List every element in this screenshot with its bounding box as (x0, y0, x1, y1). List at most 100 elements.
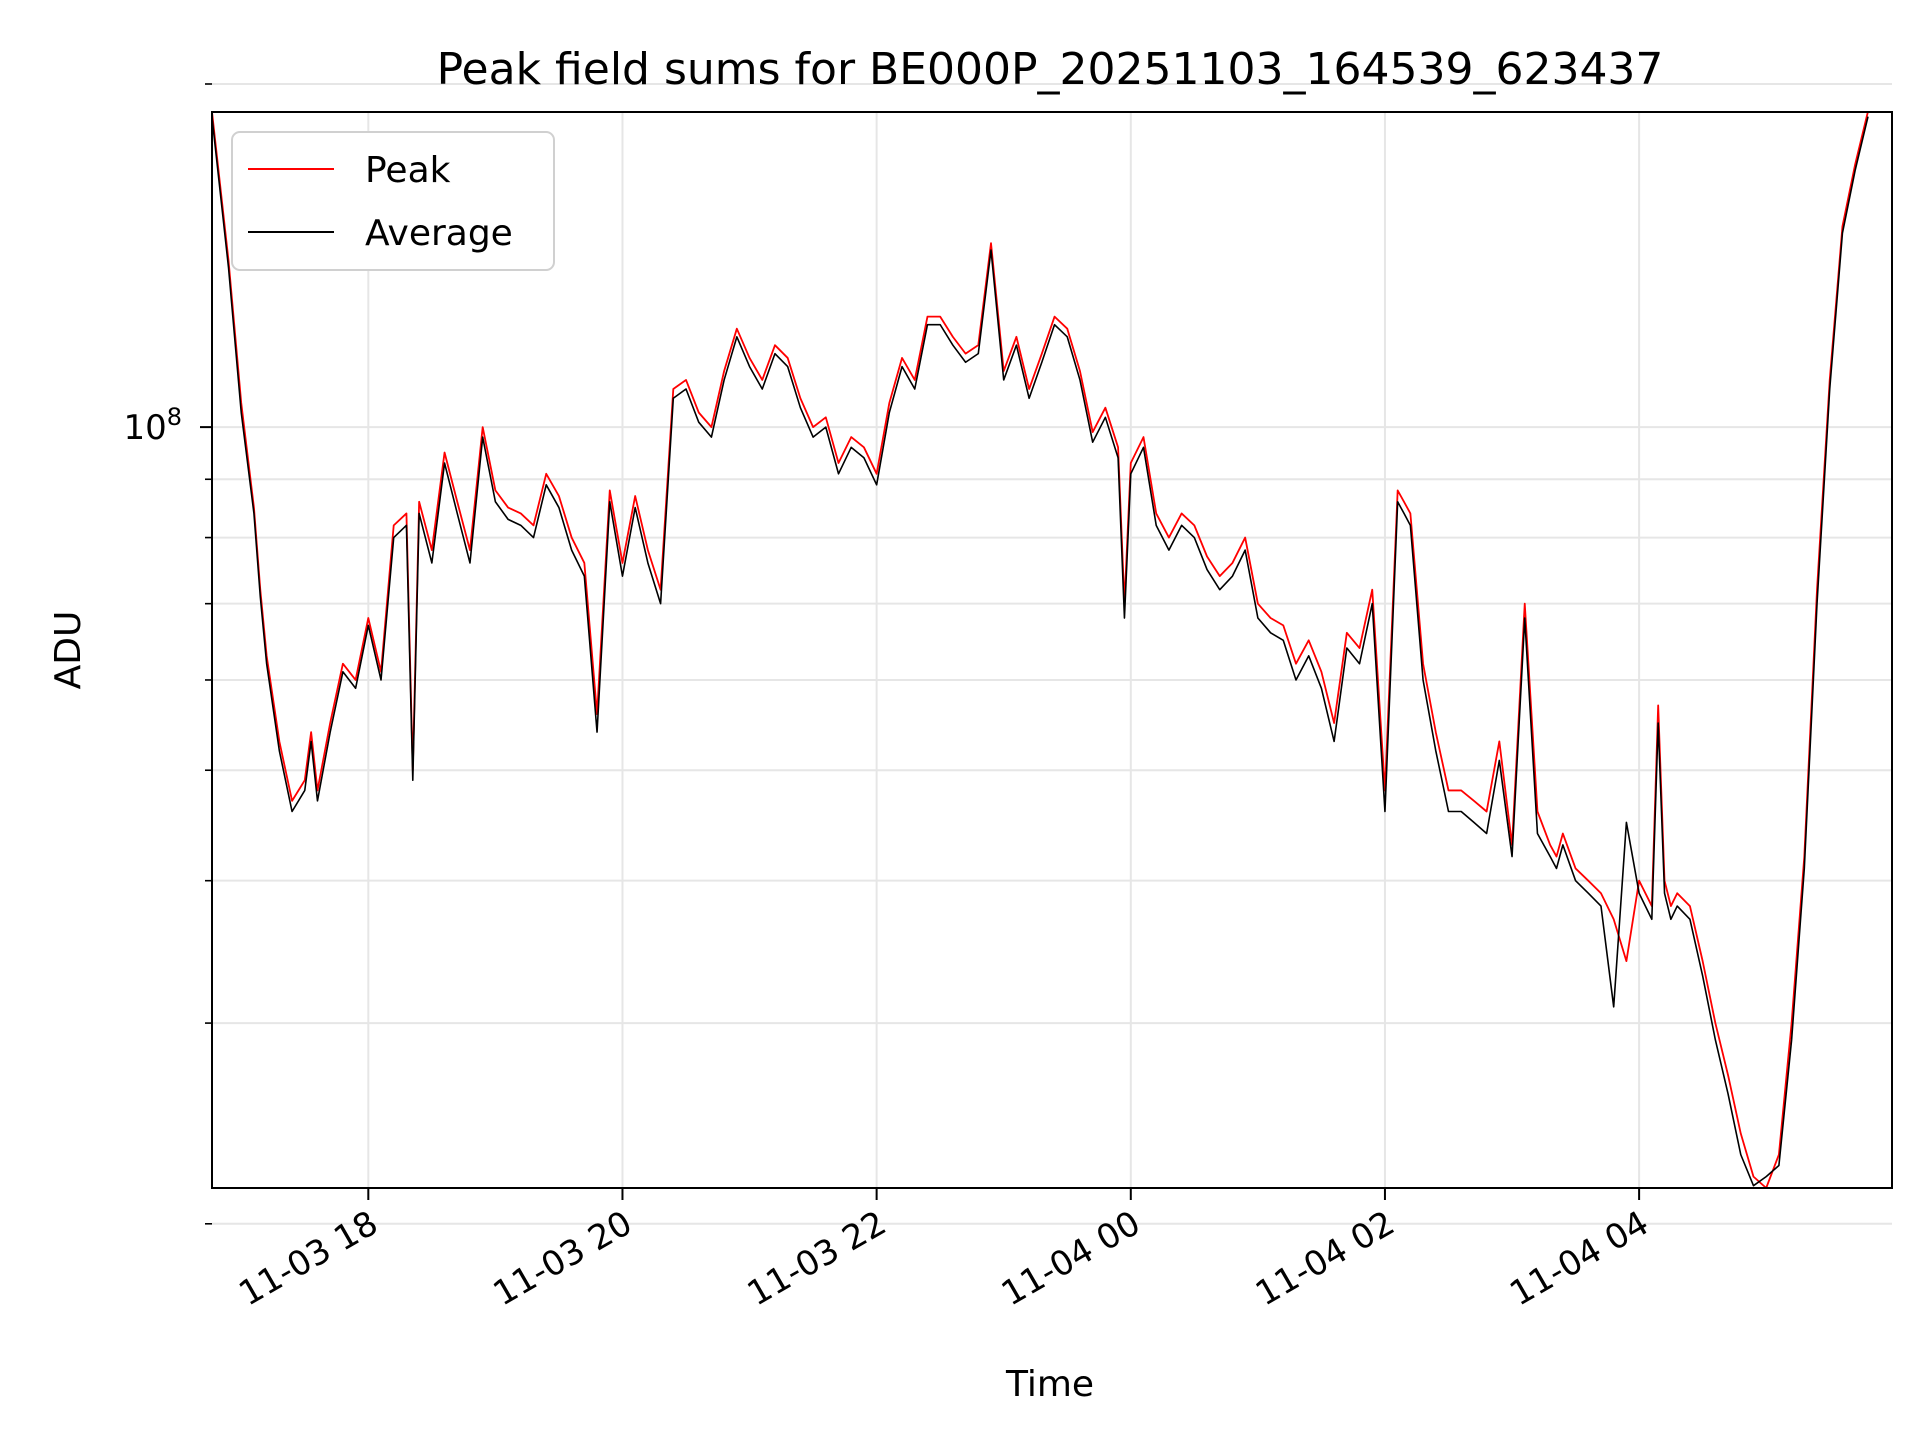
series-point-average-89 (1295, 679, 1297, 681)
series-point-average-48 (787, 366, 789, 368)
series-point-peak-94 (1359, 647, 1361, 649)
series-point-average-68 (1041, 361, 1043, 363)
series-point-peak-30 (558, 495, 560, 497)
series-point-average-32 (583, 575, 585, 577)
series-point-peak-39 (672, 388, 674, 390)
legend-box (231, 131, 555, 271)
series-point-peak-77 (1143, 436, 1145, 438)
series-point-peak-76 (1130, 462, 1132, 464)
series-point-average-125 (1702, 975, 1704, 977)
series-point-peak-31 (571, 537, 573, 539)
series-point-average-73 (1104, 416, 1106, 418)
series-point-average-70 (1066, 336, 1068, 338)
series-point-peak-97 (1397, 489, 1399, 491)
series-point-peak-20 (431, 549, 433, 551)
series-point-peak-68 (1041, 353, 1043, 355)
series-point-peak-116 (1613, 918, 1615, 920)
series-point-peak-44 (736, 328, 738, 330)
series-point-average-104 (1473, 821, 1475, 823)
series-point-peak-62 (965, 353, 967, 355)
series-point-peak-129 (1753, 1176, 1755, 1178)
series-point-average-130 (1765, 1176, 1767, 1178)
series-point-peak-118 (1638, 880, 1640, 882)
series-point-average-112 (1562, 844, 1564, 846)
series-point-average-103 (1460, 811, 1462, 813)
series-point-average-50 (812, 436, 814, 438)
series-point-peak-21 (444, 452, 446, 454)
series-point-average-99 (1409, 524, 1411, 526)
series-point-average-69 (1054, 324, 1056, 326)
series-point-average-33 (596, 731, 598, 733)
series-point-peak-99 (1409, 513, 1411, 515)
series-point-average-26 (507, 518, 509, 520)
series-point-average-13 (355, 687, 357, 689)
series-point-average-24 (482, 436, 484, 438)
series-point-average-90 (1308, 655, 1310, 657)
series-point-average-49 (799, 407, 801, 409)
series-point-peak-120 (1657, 704, 1659, 706)
series-point-peak-60 (939, 316, 941, 318)
series-point-peak-110 (1549, 844, 1551, 846)
series-point-average-131 (1778, 1165, 1780, 1167)
series-point-peak-111 (1556, 856, 1558, 858)
series-point-peak-95 (1371, 589, 1373, 591)
series-point-peak-34 (609, 489, 611, 491)
series-point-peak-28 (533, 524, 535, 526)
series-point-peak-123 (1676, 892, 1678, 894)
series-point-peak-117 (1626, 960, 1628, 962)
series-point-average-96 (1384, 811, 1386, 813)
series-point-average-119 (1651, 918, 1653, 920)
series-point-average-81 (1193, 537, 1195, 539)
series-point-peak-69 (1054, 316, 1056, 318)
chart-title: Peak field sums for BE000P_20251103_1645… (437, 44, 1664, 95)
series-point-peak-14 (367, 617, 369, 619)
y-tick-label-base-0: 10 (123, 408, 166, 448)
series-point-peak-17 (406, 513, 408, 515)
series-point-peak-35 (622, 562, 624, 564)
series-point-average-61 (952, 344, 954, 346)
y-tick-label-exponent-0: 8 (167, 403, 182, 431)
series-point-average-114 (1587, 892, 1589, 894)
series-point-average-86 (1257, 617, 1259, 619)
series-point-average-18 (412, 779, 414, 781)
series-point-average-58 (914, 388, 916, 390)
series-point-average-97 (1397, 501, 1399, 503)
series-point-peak-85 (1244, 537, 1246, 539)
series-point-peak-92 (1333, 722, 1335, 724)
series-point-peak-66 (1016, 336, 1018, 338)
series-point-peak-105 (1486, 811, 1488, 813)
series-point-average-63 (977, 353, 979, 355)
series-point-peak-45 (749, 357, 751, 359)
series-point-average-41 (698, 421, 700, 423)
series-point-average-76 (1130, 473, 1132, 475)
series-point-peak-93 (1346, 632, 1348, 634)
series-point-peak-72 (1092, 431, 1094, 433)
series-point-average-60 (939, 324, 941, 326)
y-tick-label-0: 108 (123, 403, 182, 448)
series-point-peak-46 (761, 379, 763, 381)
series-point-average-128 (1740, 1154, 1742, 1156)
series-point-average-71 (1079, 379, 1081, 381)
series-point-average-54 (863, 457, 865, 459)
legend-average-label: Average (365, 213, 513, 254)
series-point-peak-127 (1727, 1074, 1729, 1076)
series-point-average-84 (1232, 575, 1234, 577)
series-point-peak-53 (850, 436, 852, 438)
series-point-peak-71 (1079, 370, 1081, 372)
series-point-peak-22 (456, 501, 458, 503)
series-point-peak-7 (291, 800, 293, 802)
series-point-peak-12 (342, 663, 344, 665)
series-point-peak-112 (1562, 833, 1564, 835)
series-point-average-126 (1714, 1039, 1716, 1041)
series-point-peak-13 (355, 679, 357, 681)
series-point-peak-122 (1670, 905, 1672, 907)
series-point-peak-56 (888, 402, 890, 404)
series-point-average-52 (838, 473, 840, 475)
series-point-average-127 (1727, 1093, 1729, 1095)
series-point-peak-81 (1193, 524, 1195, 526)
series-point-peak-54 (863, 446, 865, 448)
series-point-average-57 (901, 366, 903, 368)
series-point-average-62 (965, 361, 967, 363)
series-point-peak-52 (838, 462, 840, 464)
